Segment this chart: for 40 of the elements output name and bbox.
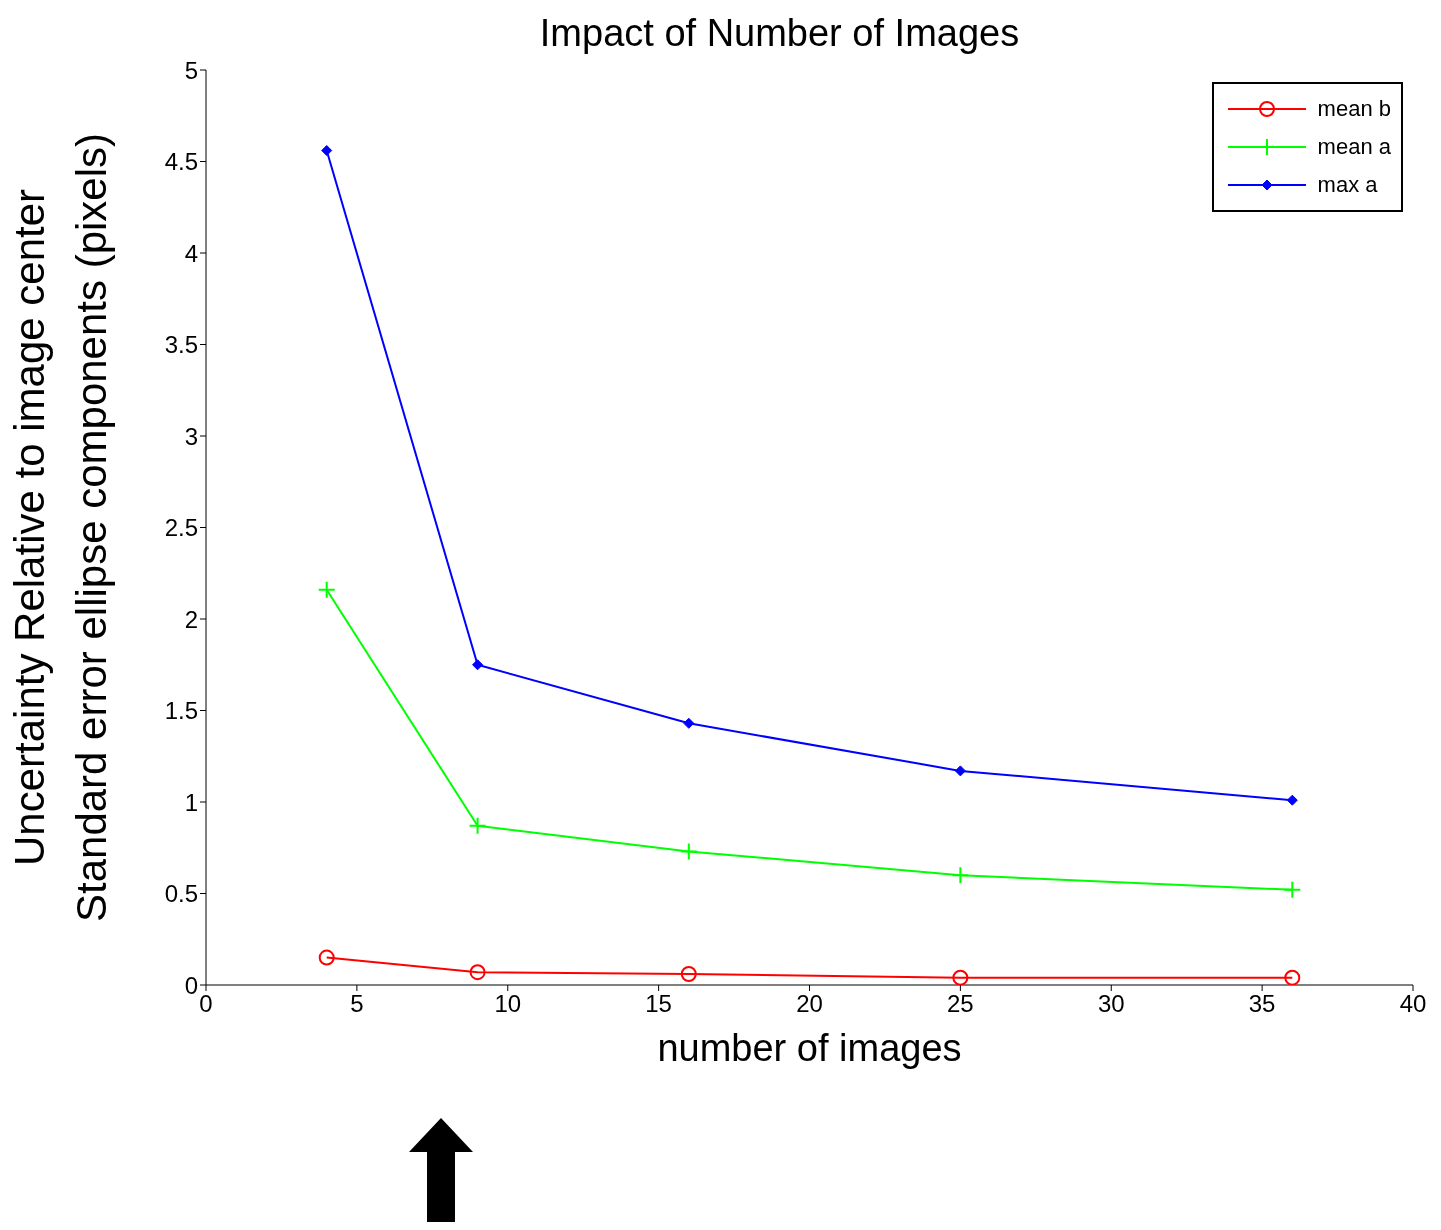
y-tick-label: 2 — [184, 605, 198, 633]
point — [952, 969, 969, 985]
point — [680, 966, 697, 983]
point — [1283, 880, 1302, 899]
y-tick-label: 1.5 — [164, 697, 198, 725]
x-tick-label: 40 — [1399, 990, 1427, 1018]
y-tick-label: 0.5 — [164, 880, 198, 908]
x-tick-label: 35 — [1248, 990, 1276, 1018]
y-tick-label: 5 — [184, 56, 198, 84]
y-tick-label: 1 — [184, 788, 198, 816]
y-tick-label: 2.5 — [164, 514, 198, 542]
point — [321, 145, 333, 157]
x-tick-label: 20 — [796, 990, 823, 1018]
point — [472, 659, 484, 671]
x-tick-label: 10 — [494, 990, 522, 1018]
x-axis-title: number of images — [657, 1027, 962, 1069]
y-tick-label: 3 — [184, 422, 198, 450]
x-tick-label: 25 — [947, 990, 974, 1018]
point — [683, 717, 695, 729]
point — [1286, 794, 1298, 806]
y-tick-label: 0 — [184, 971, 198, 999]
point — [679, 842, 698, 861]
legend-label: max a — [1317, 172, 1378, 198]
y-tick-label: 4 — [184, 239, 198, 267]
y-tick-label: 4.5 — [164, 148, 198, 176]
point — [469, 964, 486, 981]
legend-label: mean a — [1317, 134, 1391, 160]
chart-title: Impact of Number of Images — [538, 11, 1021, 56]
y-tick-label: 3.5 — [164, 331, 198, 359]
legend-label: mean b — [1317, 96, 1391, 122]
point — [1284, 969, 1301, 985]
x-tick-label: 5 — [350, 990, 364, 1018]
point — [468, 816, 487, 835]
y-axis-title: Uncertainty Relative to image center Standard error ellipse components (pixels) — [6, 132, 115, 923]
point — [951, 866, 970, 885]
x-tick-label: 15 — [645, 990, 672, 1018]
point — [317, 580, 336, 599]
point — [318, 949, 335, 966]
point — [954, 765, 966, 777]
x-tick-label: 30 — [1097, 990, 1125, 1018]
